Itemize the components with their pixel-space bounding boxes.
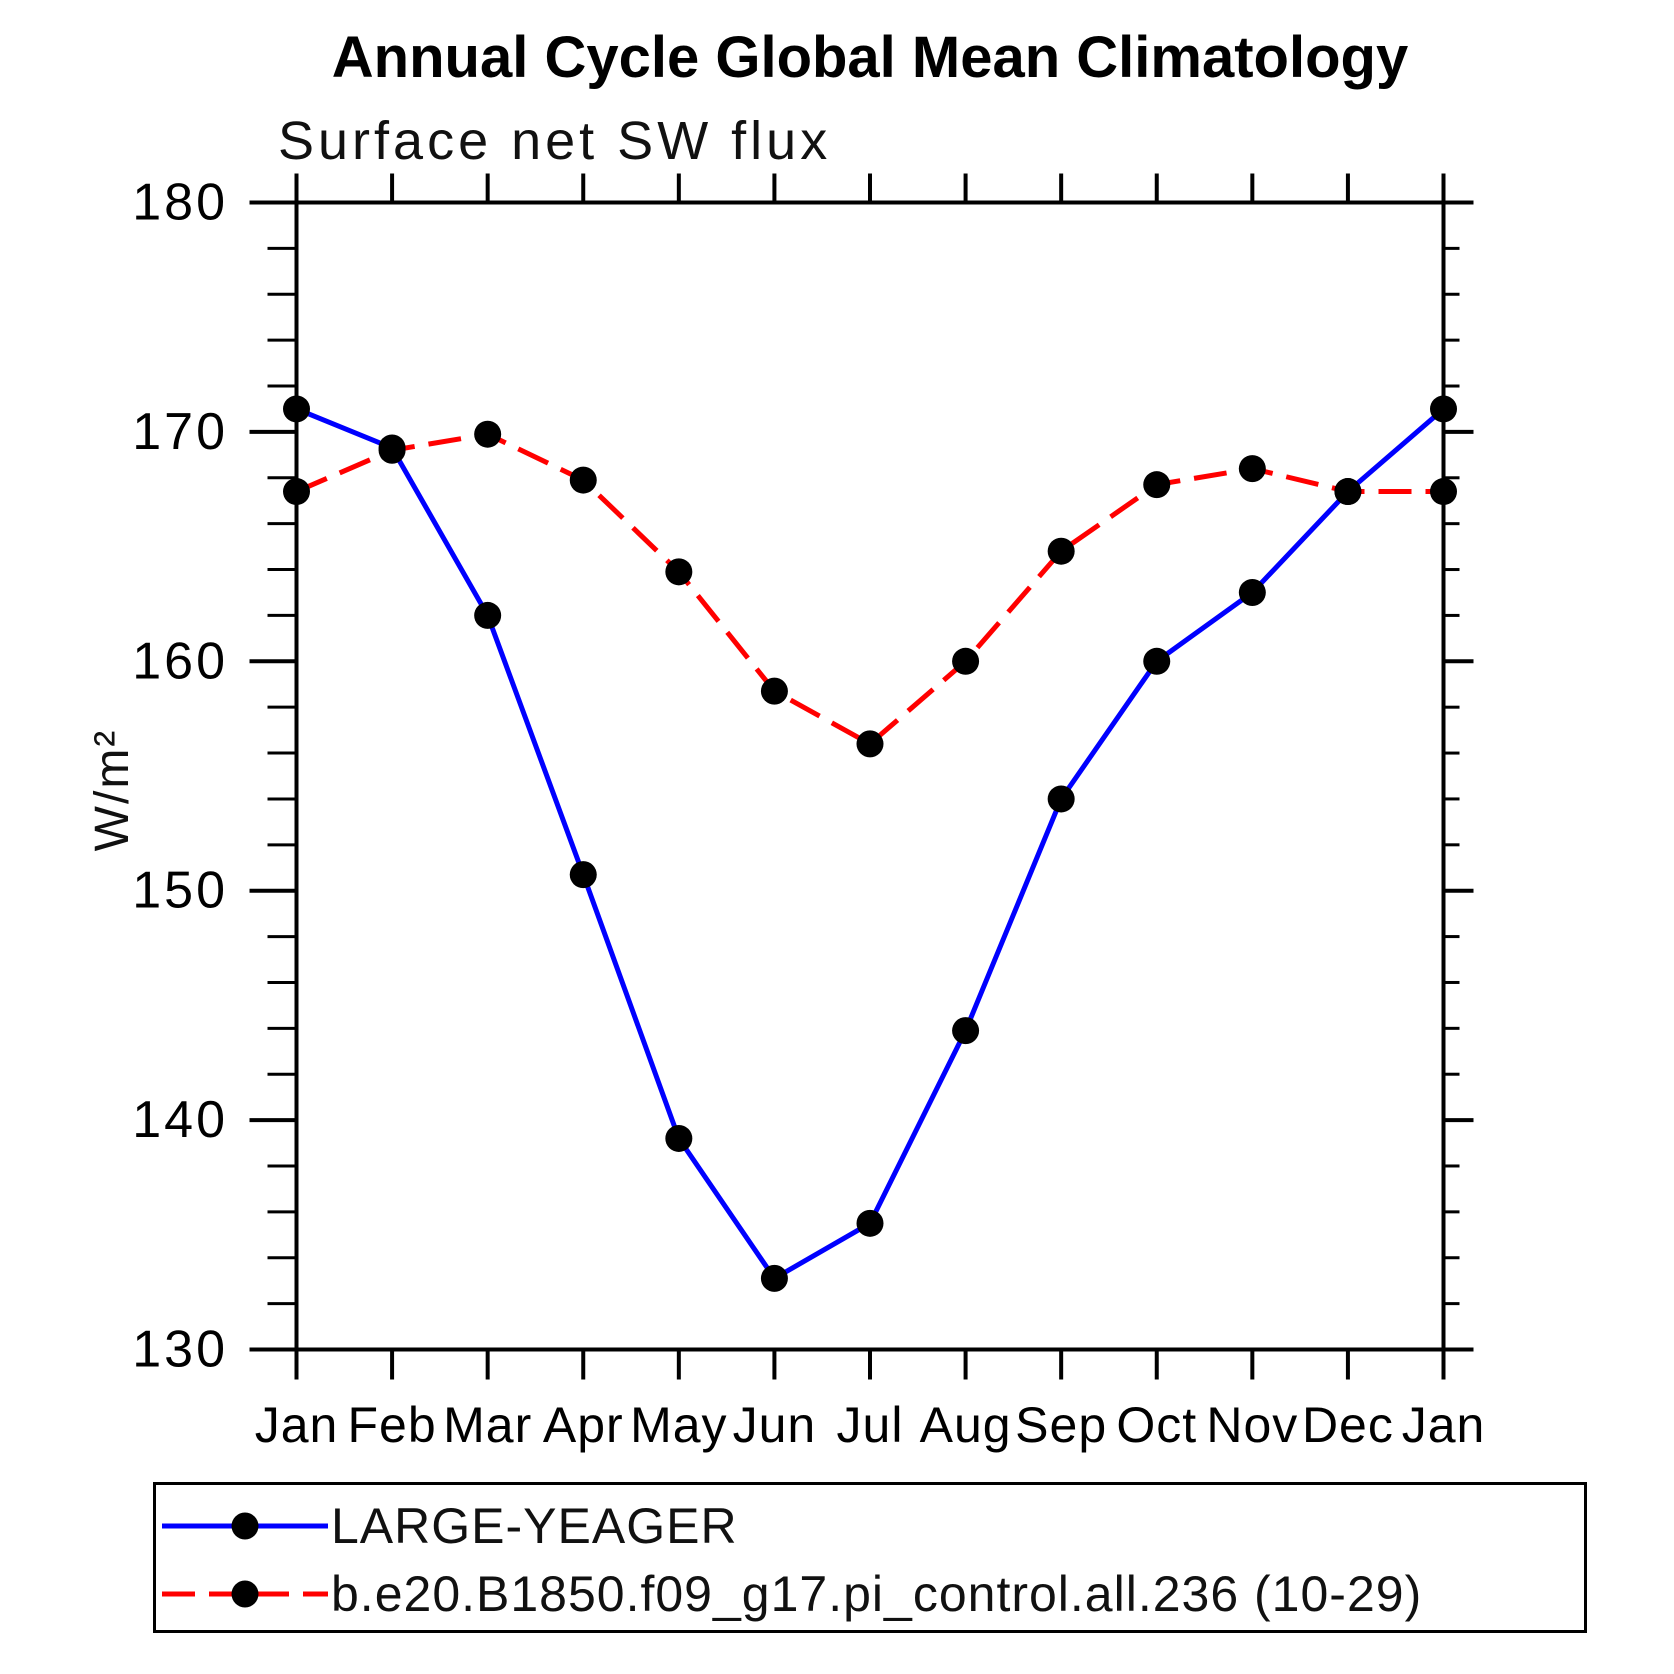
legend-sample-marker	[231, 1512, 259, 1540]
data-point-series1-Dec	[1334, 478, 1362, 506]
y-axis-tick-label: 170	[132, 403, 228, 461]
data-point-series1-Apr	[569, 466, 597, 494]
y-axis-tick-label: 140	[132, 1091, 228, 1149]
x-axis-tick-label: Feb	[347, 1397, 436, 1453]
x-axis-tick-label: Jan	[255, 1397, 339, 1453]
legend-line-sample-solid-blue	[162, 1512, 328, 1540]
data-point-series0-Mar	[474, 601, 502, 629]
series-line-0	[295, 406, 1446, 1282]
data-point-series1-Feb	[378, 436, 406, 464]
data-point-series0-Jun	[760, 1264, 788, 1292]
data-point-series1-Aug	[952, 647, 980, 675]
y-axis-tick-label: 150	[132, 862, 228, 920]
data-point-series0-Apr	[569, 861, 597, 889]
x-axis-tick-label: Aug	[920, 1397, 1012, 1453]
data-point-series1-Jun	[760, 677, 788, 705]
y-axis-tick-label: 160	[132, 632, 228, 690]
x-axis-tick-label: Mar	[443, 1397, 532, 1453]
series-line-1	[295, 431, 1444, 747]
data-point-series1-Sep	[1047, 537, 1075, 565]
x-axis-tick-label: Apr	[543, 1397, 624, 1453]
data-point-series1-May	[665, 558, 693, 586]
data-point-series0-Aug	[952, 1017, 980, 1045]
x-axis-tick-label: Jul	[837, 1397, 904, 1453]
legend-label: b.e20.B1850.f09_g17.pi_control.all.236 (…	[331, 1566, 1423, 1622]
data-point-series1-Oct	[1143, 471, 1171, 499]
data-point-series0-May	[665, 1124, 693, 1152]
axis-box	[294, 200, 1446, 1352]
legend-sample-marker	[231, 1580, 259, 1608]
data-point-series1-Jul	[856, 730, 884, 758]
x-axis-tick-label: Jan	[1402, 1397, 1486, 1453]
legend-box: LARGE-YEAGER b.e20.B1850.f09_g17.pi_cont…	[153, 1482, 1587, 1633]
x-axis-tick-label: Oct	[1116, 1397, 1197, 1453]
x-axis-tick-label: Nov	[1206, 1397, 1298, 1453]
data-point-series0-Nov	[1238, 578, 1266, 606]
data-point-series0-Jul	[856, 1209, 884, 1237]
data-point-series0-Oct	[1143, 647, 1171, 675]
data-point-series1-Jan	[1430, 478, 1457, 506]
chart-title: Annual Cycle Global Mean Climatology	[331, 25, 1409, 90]
y-axis-tick-label: 180	[132, 174, 228, 232]
y-axis-tick-label: 130	[132, 1321, 228, 1379]
data-point-series1-Mar	[474, 420, 502, 448]
x-axis-tick-label: Jun	[733, 1397, 817, 1453]
legend-line-sample-dashed-red	[162, 1580, 328, 1608]
x-axis-tick-label: Dec	[1302, 1397, 1394, 1453]
data-point-series0-Jan	[1430, 395, 1457, 423]
chart-subtitle: Surface net SW flux	[278, 111, 832, 171]
legend-label: LARGE-YEAGER	[331, 1498, 738, 1554]
x-axis-tick-label: Sep	[1015, 1397, 1107, 1453]
x-axis-tick-label: May	[630, 1397, 727, 1453]
data-point-series1-Jan	[283, 478, 310, 506]
data-point-series1-Nov	[1238, 455, 1266, 483]
data-point-series0-Sep	[1047, 785, 1075, 813]
data-point-series0-Jan	[283, 395, 310, 423]
